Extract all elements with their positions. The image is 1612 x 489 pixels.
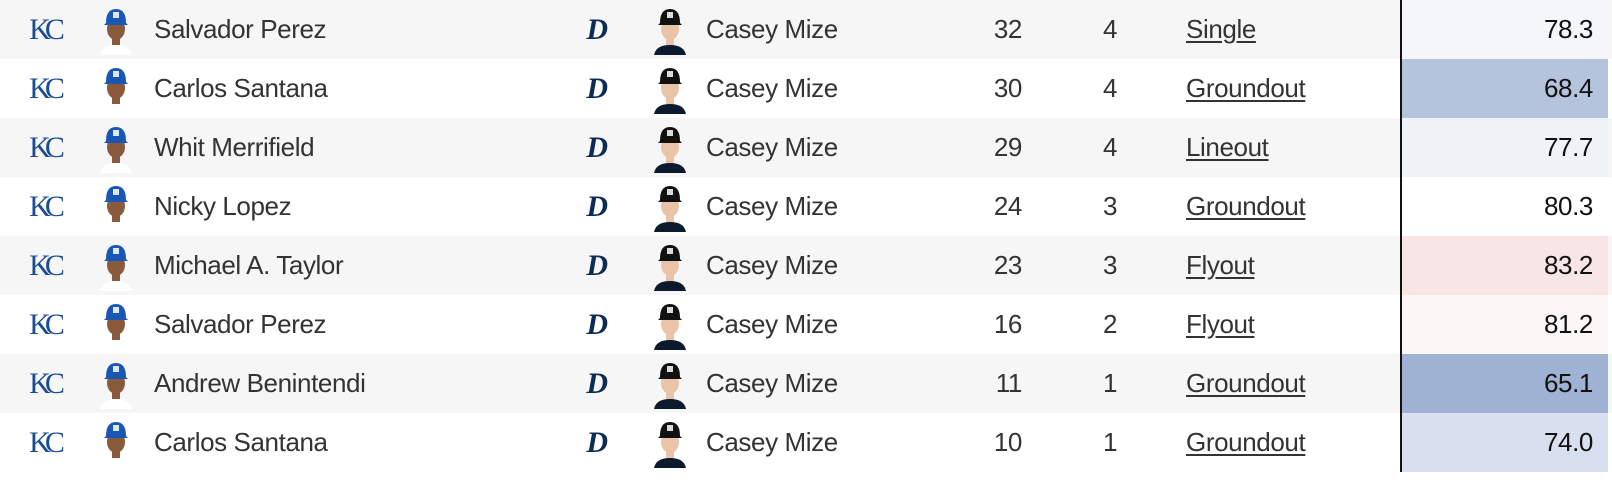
inning: 3	[1102, 250, 1118, 280]
value-cell: 78.3	[1402, 0, 1608, 59]
pitch-count: 10	[993, 427, 1023, 457]
tigers-logo-icon: D	[586, 308, 608, 341]
batter-name: Michael A. Taylor	[154, 250, 344, 280]
royals-logo-icon: KC	[29, 131, 65, 164]
batter-name: Andrew Benintendi	[154, 368, 366, 398]
tigers-logo-icon: D	[586, 13, 608, 46]
table-row: KC Andrew Benintendi D Casey Mize 11 1 G…	[0, 354, 1612, 413]
pitch-count: 30	[993, 73, 1023, 103]
value-cell: 83.2	[1402, 236, 1608, 295]
table-row: KC Michael A. Taylor D Casey Mize 23 3 F…	[0, 236, 1612, 295]
table-row: KC Carlos Santana D Casey Mize 10 1 Grou…	[0, 413, 1612, 472]
pitcher-name: Casey Mize	[706, 14, 838, 44]
table-row: KC Whit Merrifield D Casey Mize 29 4 Lin…	[0, 118, 1612, 177]
royals-logo-icon: KC	[29, 13, 65, 46]
pitcher-name: Casey Mize	[706, 250, 838, 280]
pitcher-name: Casey Mize	[706, 427, 838, 457]
table-row: KC Nicky Lopez D Casey Mize 24 3 Groundo…	[0, 177, 1612, 236]
pitcher-name: Casey Mize	[706, 132, 838, 162]
pitch-count: 29	[993, 132, 1023, 162]
pitch-count: 11	[995, 368, 1023, 398]
pitcher-name: Casey Mize	[706, 73, 838, 103]
value-cell: 81.2	[1402, 295, 1608, 354]
inning: 1	[1102, 368, 1118, 398]
batter-headshot	[96, 359, 136, 409]
pitcher-headshot	[650, 241, 690, 291]
result-link[interactable]: Lineout	[1186, 132, 1269, 162]
table-row: KC Salvador Perez D Casey Mize 32 4 Sing…	[0, 0, 1612, 59]
batter-name: Carlos Santana	[154, 73, 328, 103]
pitch-count: 24	[993, 191, 1023, 221]
pitch-count: 32	[993, 14, 1023, 44]
value-cell: 80.3	[1402, 177, 1608, 236]
value-cell: 77.7	[1402, 118, 1608, 177]
result-link[interactable]: Flyout	[1186, 309, 1255, 339]
inning: 4	[1102, 73, 1118, 103]
batter-headshot	[96, 182, 136, 232]
batter-name: Nicky Lopez	[154, 191, 292, 221]
pitcher-headshot	[650, 5, 690, 55]
batter-headshot	[96, 418, 136, 468]
tigers-logo-icon: D	[586, 190, 608, 223]
tigers-logo-icon: D	[586, 426, 608, 459]
royals-logo-icon: KC	[29, 426, 65, 459]
inning: 1	[1102, 427, 1118, 457]
pitcher-headshot	[650, 300, 690, 350]
inning: 2	[1102, 309, 1118, 339]
royals-logo-icon: KC	[29, 308, 65, 341]
batter-name: Whit Merrifield	[154, 132, 315, 162]
tigers-logo-icon: D	[586, 249, 608, 282]
result-link[interactable]: Groundout	[1186, 368, 1306, 398]
value-cell: 68.4	[1402, 59, 1608, 118]
pitch-count: 16	[993, 309, 1023, 339]
pitcher-headshot	[650, 123, 690, 173]
table-row: KC Salvador Perez D Casey Mize 16 2 Flyo…	[0, 295, 1612, 354]
pitch-count: 23	[993, 250, 1023, 280]
column-divider	[1400, 0, 1402, 472]
pitcher-headshot	[650, 64, 690, 114]
pitcher-name: Casey Mize	[706, 309, 838, 339]
pitcher-name: Casey Mize	[706, 368, 838, 398]
tigers-logo-icon: D	[586, 72, 608, 105]
batter-headshot	[96, 5, 136, 55]
inning: 4	[1102, 14, 1118, 44]
batter-name: Carlos Santana	[154, 427, 328, 457]
pitcher-headshot	[650, 359, 690, 409]
result-link[interactable]: Groundout	[1186, 73, 1306, 103]
royals-logo-icon: KC	[29, 72, 65, 105]
value-cell: 74.0	[1402, 413, 1608, 472]
result-link[interactable]: Flyout	[1186, 250, 1255, 280]
pitcher-name: Casey Mize	[706, 191, 838, 221]
value-cell: 65.1	[1402, 354, 1608, 413]
pitcher-headshot	[650, 182, 690, 232]
inning: 4	[1102, 132, 1118, 162]
inning: 3	[1102, 191, 1118, 221]
pitcher-headshot	[650, 418, 690, 468]
tigers-logo-icon: D	[586, 367, 608, 400]
result-link[interactable]: Groundout	[1186, 191, 1306, 221]
batter-headshot	[96, 123, 136, 173]
table-row: KC Carlos Santana D Casey Mize 30 4 Grou…	[0, 59, 1612, 118]
result-link[interactable]: Groundout	[1186, 427, 1306, 457]
batter-headshot	[96, 241, 136, 291]
batter-headshot	[96, 64, 136, 114]
royals-logo-icon: KC	[29, 190, 65, 223]
tigers-logo-icon: D	[586, 131, 608, 164]
batter-name: Salvador Perez	[154, 309, 327, 339]
result-link[interactable]: Single	[1186, 14, 1256, 44]
play-table: KC Salvador Perez D Casey Mize 32 4 Sing…	[0, 0, 1612, 472]
batter-headshot	[96, 300, 136, 350]
royals-logo-icon: KC	[29, 249, 65, 282]
batter-name: Salvador Perez	[154, 14, 327, 44]
royals-logo-icon: KC	[29, 367, 65, 400]
